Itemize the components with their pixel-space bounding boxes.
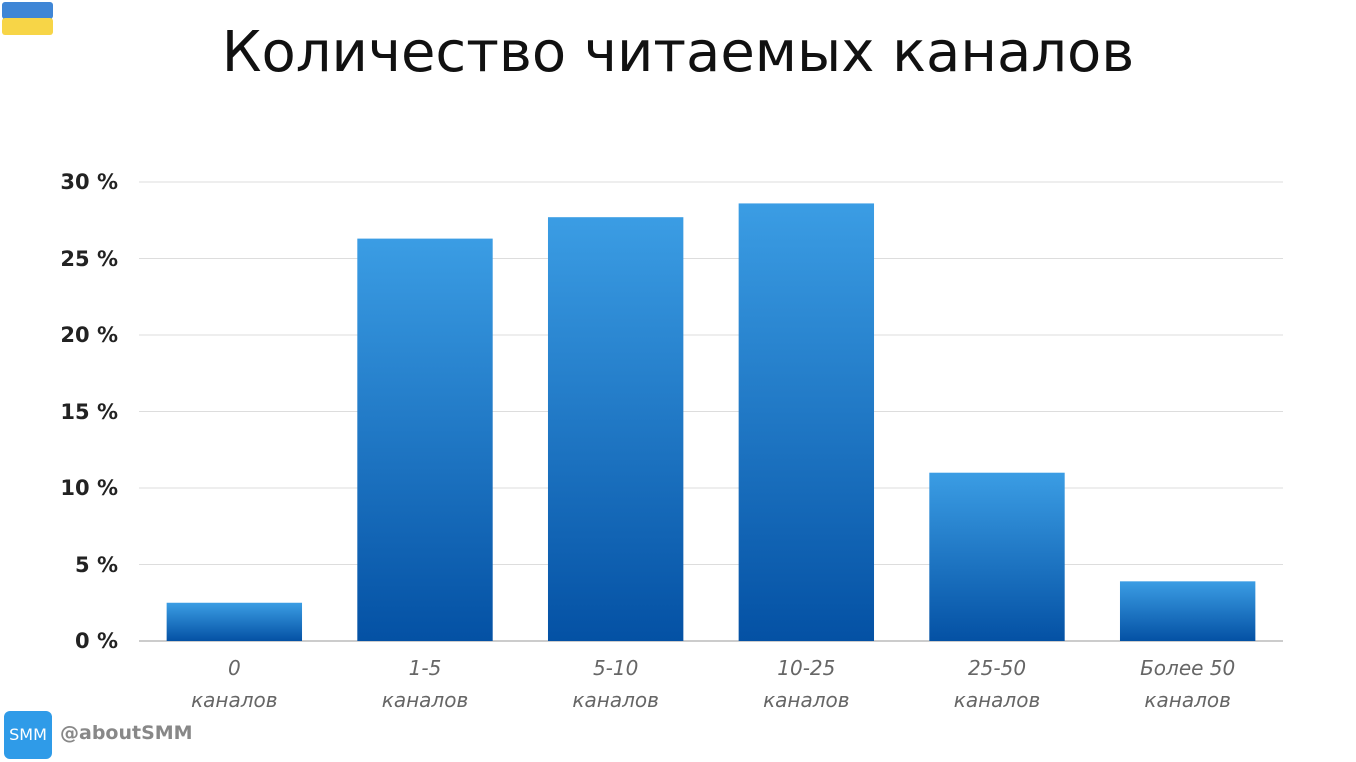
x-tick-label: Более 50 каналов	[1140, 656, 1236, 712]
y-tick-label: 5 %	[75, 552, 118, 577]
bar	[357, 238, 493, 642]
x-tick-label: 25-50 каналов	[953, 656, 1041, 712]
y-tick-label: 20 %	[60, 323, 118, 347]
y-tick-label: 0 %	[75, 629, 118, 653]
y-tick-label: 15 %	[60, 399, 118, 424]
bar	[738, 203, 875, 642]
bar	[166, 602, 303, 641]
x-tick-label: 0 каналов	[191, 656, 278, 712]
y-tick-label: 25 %	[60, 246, 118, 271]
bar	[1119, 581, 1256, 641]
flag	[2, 2, 53, 35]
bar	[929, 472, 1065, 641]
x-tick-label: 5-10 каналов	[572, 656, 659, 712]
y-tick-label: 10 %	[60, 476, 118, 500]
logo: SMM	[4, 711, 52, 759]
x-tick-label: 10-25 каналов	[763, 656, 850, 712]
bar	[547, 217, 684, 641]
chart-title: Количество читаемых каналов	[221, 20, 1135, 85]
handle: @aboutSMM	[60, 722, 193, 744]
y-tick-label: 30 %	[60, 170, 118, 194]
x-tick-label: 1-5 каналов	[381, 656, 469, 712]
